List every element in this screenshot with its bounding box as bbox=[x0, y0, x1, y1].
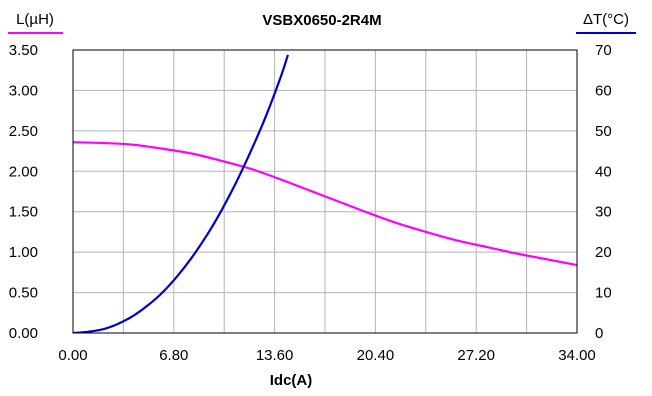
y-left-tick-label: 2.50 bbox=[9, 123, 38, 140]
left-axis-label: L(µH) bbox=[8, 11, 63, 34]
y-left-tick-label: 1.50 bbox=[9, 204, 38, 221]
y-left-tick-label: 3.00 bbox=[9, 82, 38, 99]
left-axis-title: L(µH) bbox=[16, 11, 54, 28]
y-right-tick-label: 30 bbox=[595, 204, 612, 221]
y-right-tick-label: 40 bbox=[595, 163, 612, 180]
y-left-tick-label: 0.50 bbox=[9, 285, 38, 302]
tick-labels: 0.00 6.80 13.60 20.40 27.20 34.00 0.00 0.50 1.00… bbox=[9, 42, 612, 364]
x-tick-label: 27.20 bbox=[457, 347, 495, 364]
y-right-tick-label: 20 bbox=[595, 244, 612, 261]
y-left-tick-label: 2.00 bbox=[9, 163, 38, 180]
y-left-tick-label: 3.50 bbox=[9, 42, 38, 59]
x-tick-label: 6.80 bbox=[159, 347, 188, 364]
x-tick-label: 0.00 bbox=[58, 347, 87, 364]
chart-title: VSBX0650-2R4M bbox=[262, 12, 381, 29]
y-left-tick-label: 1.00 bbox=[9, 244, 38, 261]
y-right-tick-label: 50 bbox=[595, 123, 612, 140]
x-tick-label: 13.60 bbox=[256, 347, 294, 364]
y-right-tick-label: 60 bbox=[595, 82, 612, 99]
series-lines bbox=[73, 54, 577, 333]
y-left-tick-label: 0.00 bbox=[9, 325, 38, 342]
y-right-tick-label: 0 bbox=[595, 325, 603, 342]
x-axis-title: Idc(A) bbox=[270, 372, 313, 389]
right-axis-label: ΔT(°C) bbox=[576, 11, 636, 34]
x-tick-label: 20.40 bbox=[357, 347, 395, 364]
inductance-line bbox=[73, 141, 577, 267]
right-axis-title: ΔT(°C) bbox=[583, 11, 629, 28]
x-tick-label: 34.00 bbox=[558, 347, 596, 364]
y-right-tick-label: 70 bbox=[595, 42, 612, 59]
temperature-rise-line bbox=[73, 54, 289, 333]
y-right-tick-label: 10 bbox=[595, 285, 612, 302]
grid-lines bbox=[73, 50, 577, 333]
plot-frame bbox=[72, 49, 578, 334]
